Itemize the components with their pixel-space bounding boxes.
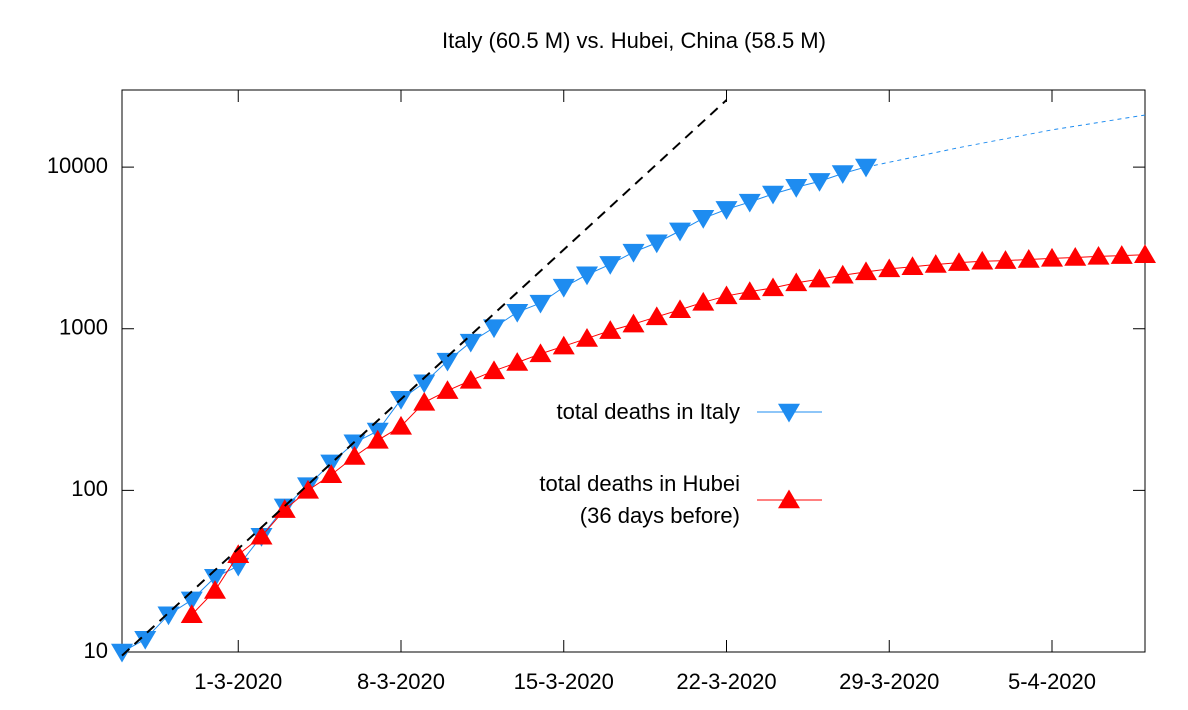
x-tick-label: 8-3-2020 xyxy=(357,669,445,694)
marker xyxy=(855,261,877,281)
marker xyxy=(459,369,482,389)
marker xyxy=(669,299,691,319)
marker xyxy=(483,360,505,380)
marker xyxy=(1041,247,1063,267)
legend-label: total deaths in Italy xyxy=(556,399,740,424)
marker xyxy=(948,252,970,271)
marker xyxy=(855,158,877,178)
series-line xyxy=(191,254,1146,616)
marker xyxy=(762,185,784,205)
marker xyxy=(180,604,203,624)
plot-frame xyxy=(121,89,1146,653)
marker xyxy=(413,391,436,411)
legend-marker xyxy=(778,403,800,423)
x-tick-label: 15-3-2020 xyxy=(514,669,614,694)
legend-label: total deaths in Hubei (36 days before) xyxy=(539,471,740,528)
marker xyxy=(529,294,552,314)
marker xyxy=(692,291,715,311)
x-tick-label: 22-3-2020 xyxy=(676,669,776,694)
marker xyxy=(320,464,343,483)
x-tick-label: 29-3-2020 xyxy=(839,669,939,694)
marker xyxy=(552,335,575,355)
marker xyxy=(1134,244,1156,263)
marker xyxy=(715,285,738,305)
marker xyxy=(134,630,157,650)
marker xyxy=(901,256,924,275)
marker xyxy=(715,201,738,220)
marker xyxy=(599,256,622,275)
marker xyxy=(1064,247,1087,266)
marker xyxy=(831,165,854,184)
marker xyxy=(878,258,901,278)
marker xyxy=(1110,245,1133,264)
marker xyxy=(273,499,296,518)
marker xyxy=(204,580,226,599)
marker xyxy=(227,544,250,563)
marker xyxy=(831,264,854,284)
marker xyxy=(483,319,505,339)
marker xyxy=(692,210,715,229)
series-line xyxy=(121,166,867,653)
marker xyxy=(157,606,180,626)
chart-title: Italy (60.5 M) vs. Hubei, China (58.5 M) xyxy=(442,28,826,53)
marker xyxy=(343,446,366,465)
marker xyxy=(413,374,436,394)
marker xyxy=(924,254,947,273)
legend-marker xyxy=(778,489,800,509)
marker xyxy=(436,352,459,372)
marker xyxy=(529,343,552,363)
marker xyxy=(622,313,645,333)
marker xyxy=(599,320,622,339)
marker xyxy=(552,278,575,298)
marker xyxy=(994,250,1017,269)
marker xyxy=(204,569,226,588)
marker xyxy=(785,272,808,292)
marker xyxy=(971,250,994,270)
marker xyxy=(297,479,319,499)
marker xyxy=(576,266,598,286)
marker xyxy=(808,268,831,288)
marker xyxy=(506,303,529,323)
marker xyxy=(762,277,784,297)
marker xyxy=(738,281,761,300)
marker xyxy=(250,525,273,545)
y-tick-label: 1000 xyxy=(59,315,108,340)
marker xyxy=(366,429,389,449)
marker xyxy=(1017,249,1040,268)
marker xyxy=(669,222,691,242)
marker xyxy=(645,234,668,254)
marker xyxy=(738,193,761,213)
x-tick-label: 5-4-2020 xyxy=(1008,669,1096,694)
marker xyxy=(390,415,412,435)
marker xyxy=(785,179,808,198)
y-tick-label: 10000 xyxy=(47,153,108,178)
marker xyxy=(343,434,366,454)
y-tick-label: 100 xyxy=(71,476,108,501)
marker xyxy=(436,380,459,399)
marker xyxy=(808,173,831,192)
series-line xyxy=(865,114,1146,168)
marker xyxy=(645,306,668,326)
marker xyxy=(1087,245,1110,265)
marker xyxy=(576,327,598,347)
x-tick-label: 1-3-2020 xyxy=(194,669,282,694)
series-line xyxy=(121,99,728,657)
marker xyxy=(506,352,529,371)
marker xyxy=(622,243,645,263)
marker xyxy=(459,333,482,353)
marker xyxy=(111,643,133,663)
y-tick-label: 10 xyxy=(84,638,108,663)
